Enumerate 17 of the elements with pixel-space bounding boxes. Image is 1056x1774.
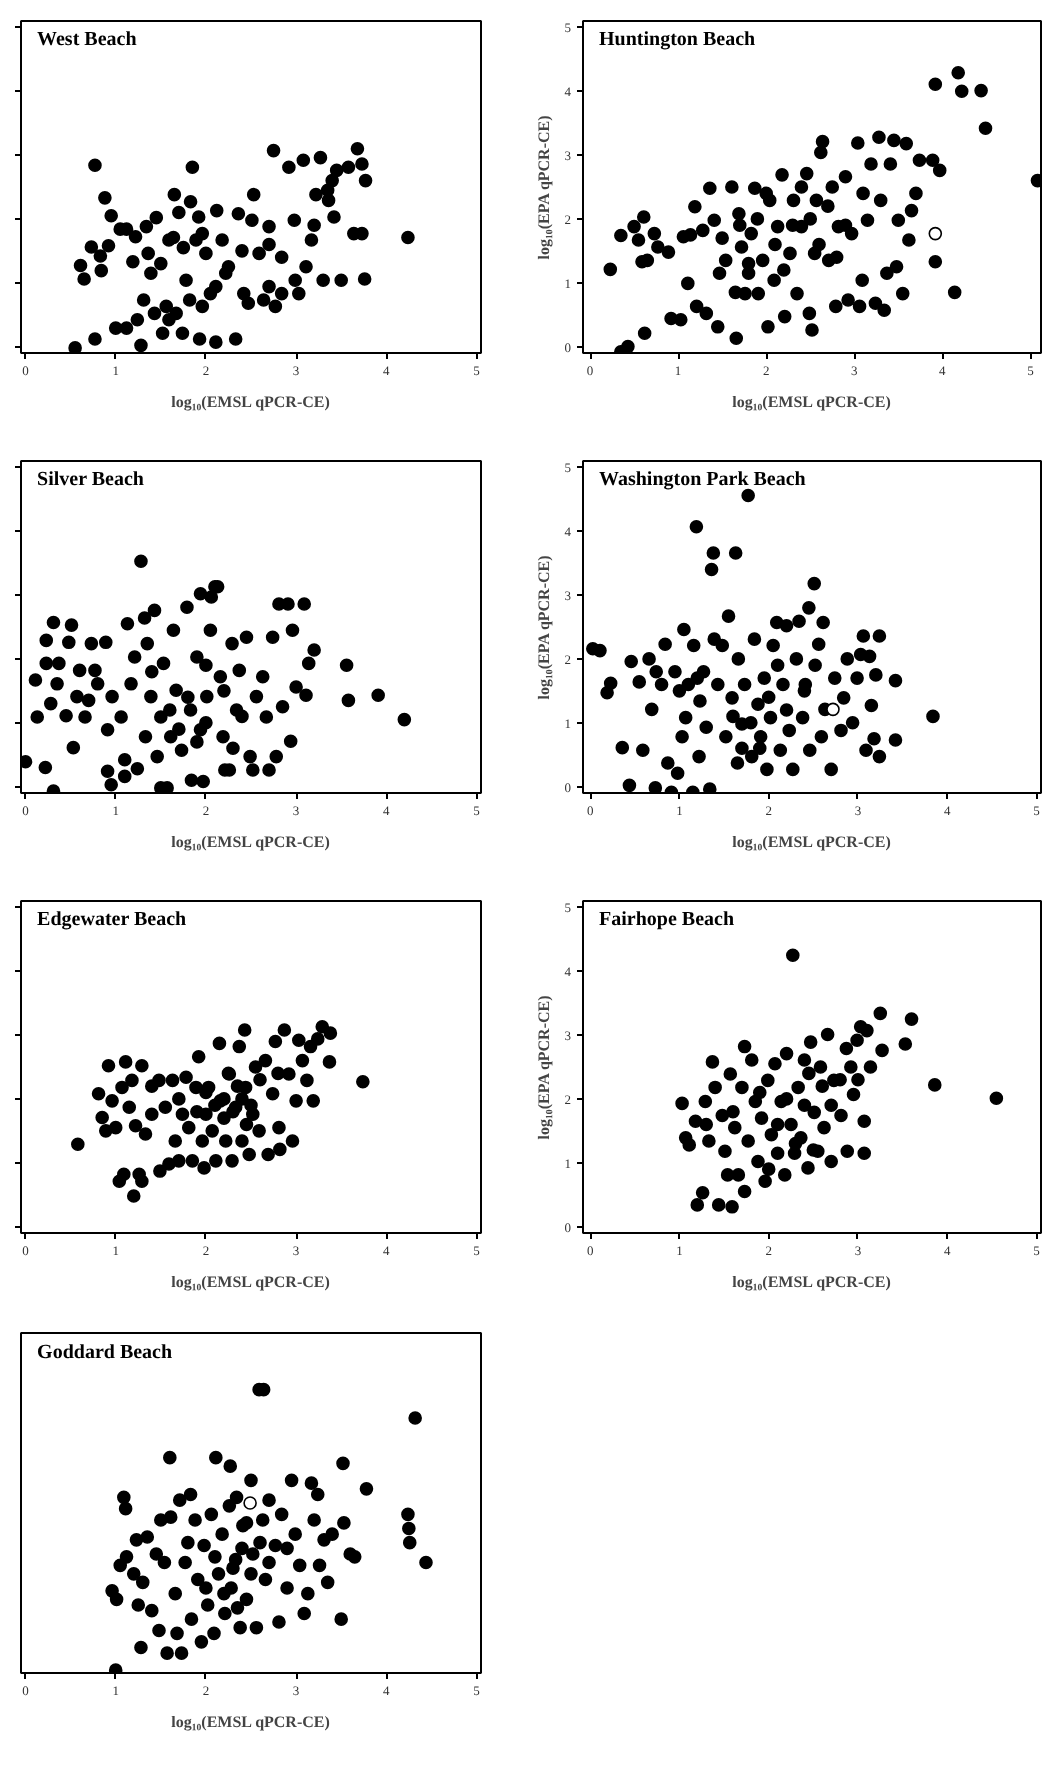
x-axis-title: log₁₀(EMSL qPCR-CE) (171, 393, 331, 411)
chart-title: Silver Beach (37, 469, 145, 492)
y-axis-title: log₁₀(EPA qPCR-CE) (534, 114, 553, 260)
chart-title: Washington Park Beach (599, 469, 807, 492)
chart-title: West Beach (37, 29, 138, 52)
x-axis-title: log₁₀(EMSL qPCR-CE) (171, 833, 331, 851)
chart-title: Goddard Beach (37, 1341, 173, 1364)
chart-title: Edgewater Beach (37, 909, 188, 932)
x-axis-title: log₁₀(EMSL qPCR-CE) (171, 1273, 331, 1291)
x-axis-title: log₁₀(EMSL qPCR-CE) (171, 1713, 331, 1731)
chart-title: Fairhope Beach (599, 909, 735, 932)
x-axis-title: log₁₀(EMSL qPCR-CE) (732, 393, 892, 411)
chart-title: Huntington Beach (599, 29, 757, 52)
y-axis-title: log₁₀(EPA qPCR-CE) (534, 994, 553, 1140)
x-axis-title: log₁₀(EMSL qPCR-CE) (732, 1273, 892, 1291)
x-axis-title: log₁₀(EMSL qPCR-CE) (732, 833, 892, 851)
y-axis-title: log₁₀(EPA qPCR-CE) (534, 554, 553, 700)
